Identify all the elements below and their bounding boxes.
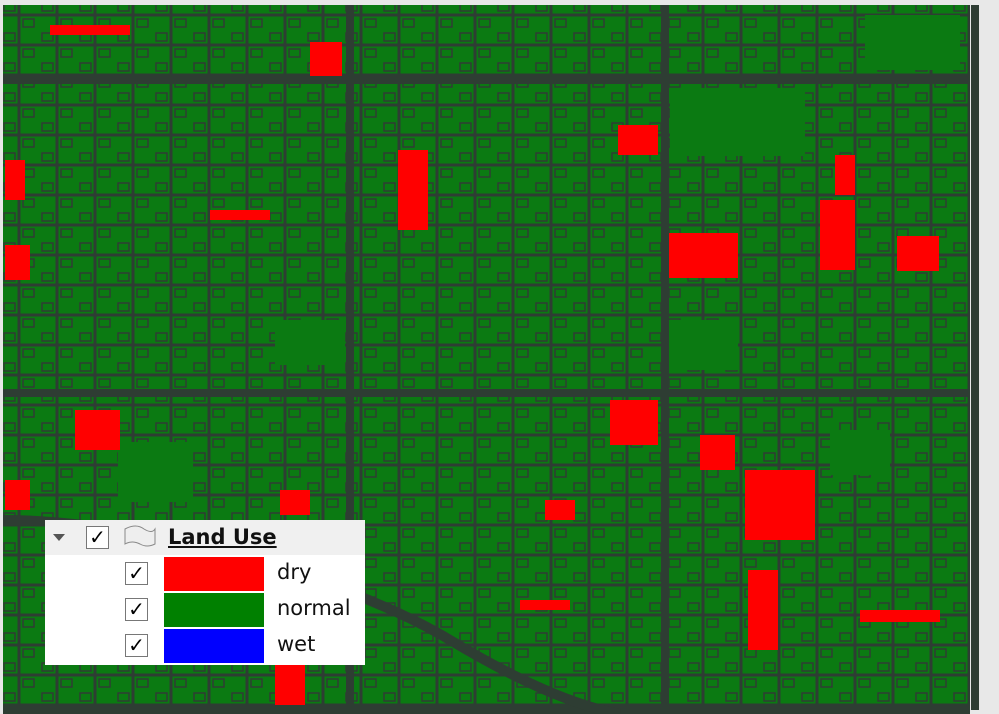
dry-patches	[5, 25, 940, 705]
item-checkbox[interactable]: ✓	[125, 634, 148, 657]
legend-item: ✓ normal	[45, 592, 365, 628]
legend-header: ✓ Land Use	[45, 520, 365, 555]
legend-swatch	[164, 557, 264, 591]
large-parcels	[118, 15, 960, 502]
legend-item: ✓ dry	[45, 556, 365, 592]
legend-swatch	[164, 593, 264, 627]
item-checkbox[interactable]: ✓	[125, 598, 148, 621]
legend: ✓ Land Use ✓ dry ✓ normal ✓ wet	[45, 520, 365, 665]
legend-swatch	[164, 629, 264, 663]
layer-icon	[124, 525, 156, 547]
item-checkbox[interactable]: ✓	[125, 562, 148, 585]
legend-label: dry	[277, 560, 312, 584]
collapse-arrow[interactable]	[50, 520, 70, 555]
legend-label: normal	[277, 596, 351, 620]
legend-label: wet	[277, 632, 316, 656]
layer-checkbox[interactable]: ✓	[86, 526, 109, 549]
legend-item: ✓ wet	[45, 628, 365, 664]
legend-title: Land Use	[168, 525, 277, 549]
